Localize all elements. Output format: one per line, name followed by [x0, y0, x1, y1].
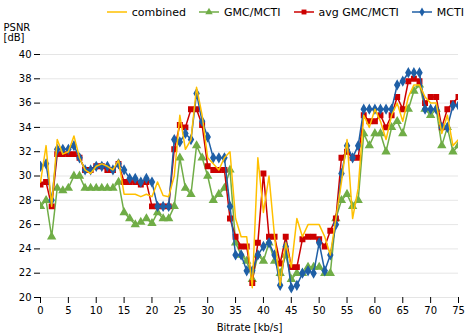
svg-text:PSNR[dB]: PSNR[dB]	[4, 22, 31, 43]
svg-text:20: 20	[19, 292, 32, 303]
svg-text:0: 0	[37, 305, 43, 316]
svg-text:20: 20	[146, 305, 159, 316]
svg-text:30: 30	[201, 305, 214, 316]
svg-text:40: 40	[257, 305, 270, 316]
svg-text:30: 30	[19, 170, 32, 181]
svg-text:25: 25	[173, 305, 186, 316]
svg-text:28: 28	[19, 195, 32, 206]
svg-text:22: 22	[19, 267, 32, 278]
svg-text:10: 10	[90, 305, 103, 316]
svg-text:36: 36	[19, 97, 32, 108]
svg-text:45: 45	[285, 305, 298, 316]
html-text:avg GMC/MCTI: avg GMC/MCTI	[318, 5, 399, 19]
svg-text:60: 60	[369, 305, 382, 316]
svg-text:55: 55	[341, 305, 354, 316]
html-text:GMC/MCTI: GMC/MCTI	[224, 5, 281, 19]
svg-text:5: 5	[65, 305, 71, 316]
svg-text:65: 65	[396, 305, 409, 316]
svg-text:40: 40	[19, 49, 32, 60]
svg-text:70: 70	[424, 305, 437, 316]
svg-text:15: 15	[118, 305, 131, 316]
svg-text:24: 24	[19, 243, 32, 254]
html-text:combined: combined	[131, 5, 186, 19]
svg-text:34: 34	[19, 122, 32, 133]
svg-text:38: 38	[19, 73, 32, 84]
svg-text:50: 50	[313, 305, 326, 316]
svg-text:35: 35	[229, 305, 242, 316]
html-text:MCTI: MCTI	[436, 5, 464, 19]
svg-text:32: 32	[19, 146, 32, 157]
svg-text:26: 26	[19, 219, 32, 230]
svg-text:75: 75	[452, 305, 465, 316]
svg-text:Bitrate [kb/s]: Bitrate [kb/s]	[217, 322, 283, 333]
